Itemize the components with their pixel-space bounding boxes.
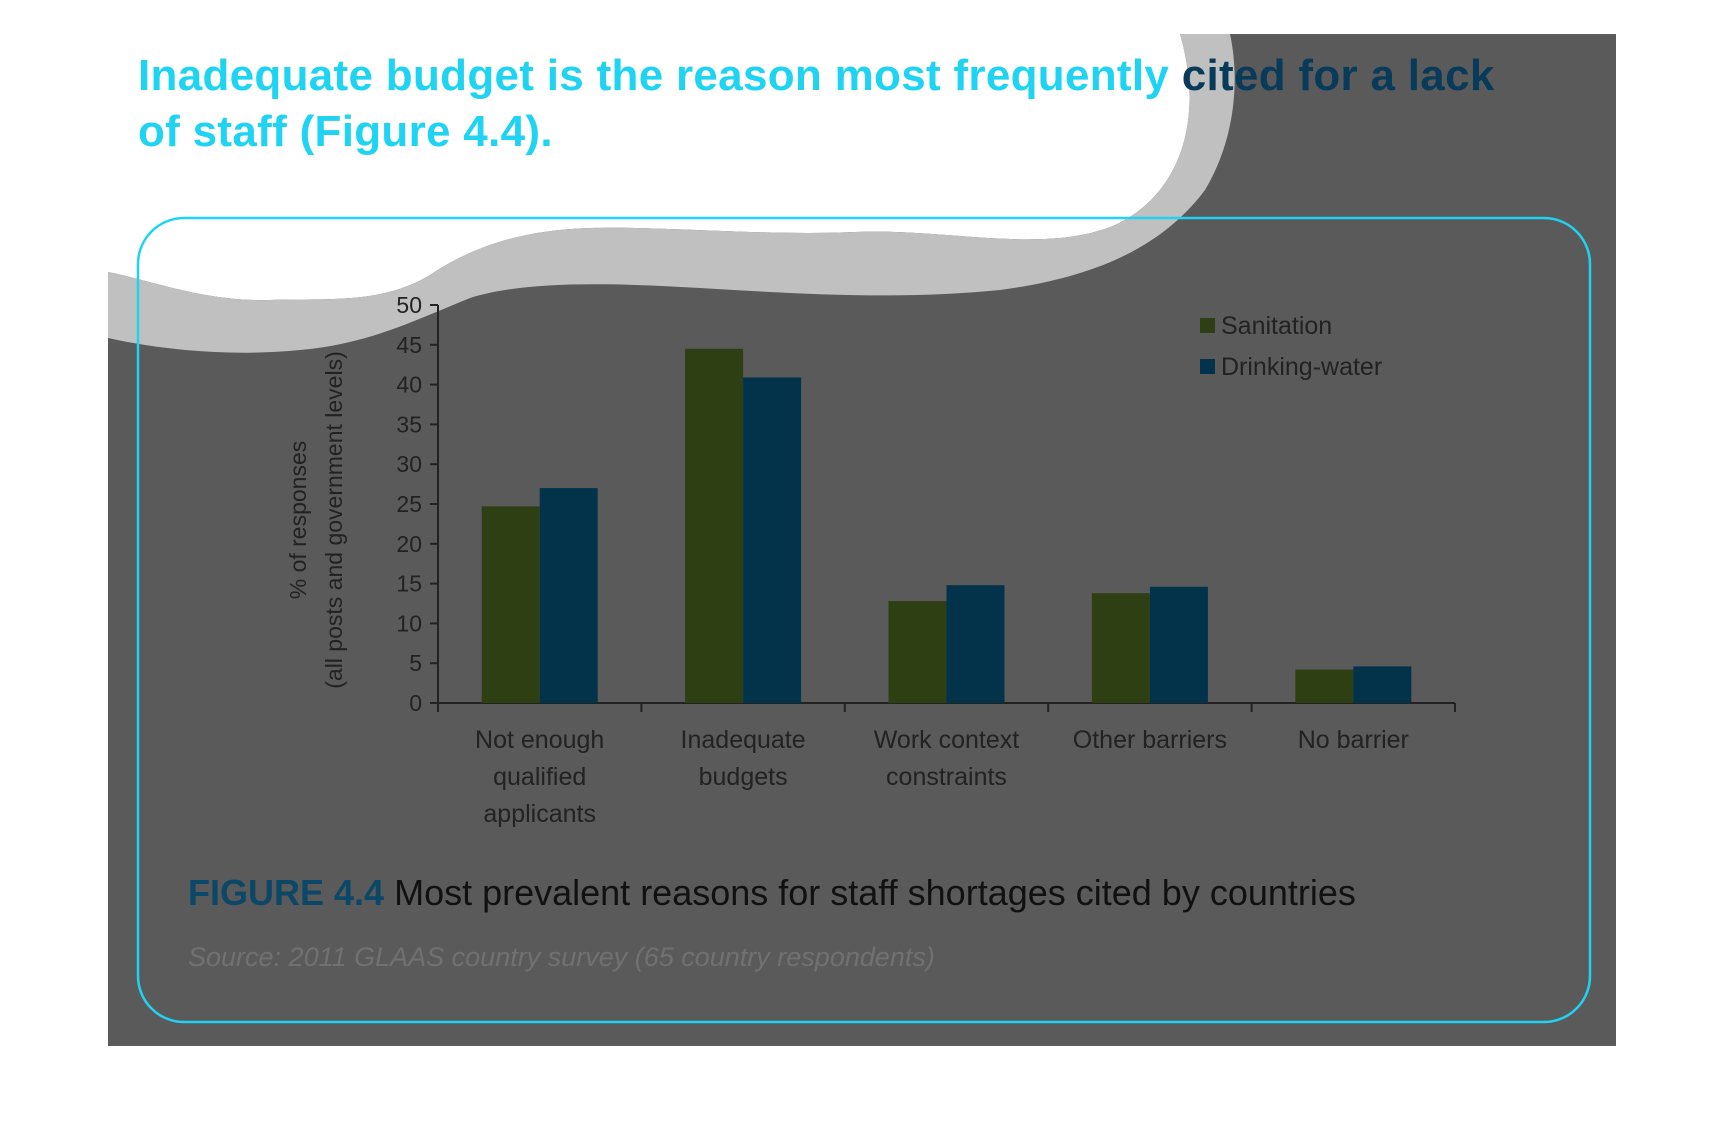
white-wave-shape: [0, 0, 1190, 301]
bar-sanitation-1: [685, 348, 744, 703]
y-axis-title: (all posts and government levels): [321, 351, 347, 689]
bar-drinking-water-4: [1353, 666, 1412, 703]
legend-label-drinking-water: Drinking-water: [1221, 353, 1382, 381]
source-note: Source: 2011 GLAAS country survey (65 co…: [188, 942, 935, 972]
y-tick-label: 0: [409, 690, 422, 716]
figure-caption-text: Most prevalent reasons for staff shortag…: [394, 872, 1356, 913]
bar-sanitation-2: [888, 601, 947, 703]
x-category-label: Inadequate budgets: [681, 726, 806, 791]
headline-part-1: Inadequate budget is the reason most fre…: [138, 51, 1182, 100]
figure-number: FIGURE 4.4: [188, 872, 385, 913]
y-axis-title: % of responses: [285, 441, 311, 600]
y-tick-label: 15: [396, 571, 422, 597]
y-tick-label: 25: [396, 491, 422, 517]
grey-wave-band: [108, 34, 1235, 353]
bar-drinking-water-2: [946, 585, 1005, 703]
bar-drinking-water-1: [743, 377, 802, 703]
headline-part-3: of staff (Figure 4.4).: [138, 107, 553, 156]
bar-sanitation-4: [1295, 669, 1354, 703]
headline-part-2: cited for a lack: [1181, 51, 1495, 100]
bar-drinking-water-3: [1149, 586, 1208, 703]
bar-sanitation-0: [481, 506, 540, 703]
y-tick-label: 35: [396, 411, 422, 437]
y-tick-label: 10: [396, 610, 422, 636]
figure-caption: FIGURE 4.4 Most prevalent reasons for st…: [188, 872, 1356, 914]
y-tick-label: 30: [396, 451, 422, 477]
y-tick-label: 45: [396, 332, 422, 358]
legend-swatch-sanitation: [1200, 318, 1215, 333]
x-category-label: Other barriers: [1073, 726, 1227, 754]
chart-frame: [136, 216, 1592, 1024]
x-category-label: No barrier: [1298, 726, 1409, 754]
legend-swatch-drinking-water: [1200, 359, 1215, 374]
legend-label-sanitation: Sanitation: [1221, 312, 1332, 340]
y-tick-label: 20: [396, 531, 422, 557]
y-tick-label: 5: [409, 650, 422, 676]
y-tick-label: 40: [396, 372, 422, 398]
bar-drinking-water-0: [539, 488, 598, 703]
y-tick-label: 50: [396, 292, 422, 318]
x-category-label: Work context constraints: [874, 726, 1019, 791]
x-category-label: Not enough qualified applicants: [475, 726, 604, 828]
bar-sanitation-3: [1091, 593, 1150, 703]
page-headline: Inadequate budget is the reason most fre…: [138, 48, 1558, 160]
